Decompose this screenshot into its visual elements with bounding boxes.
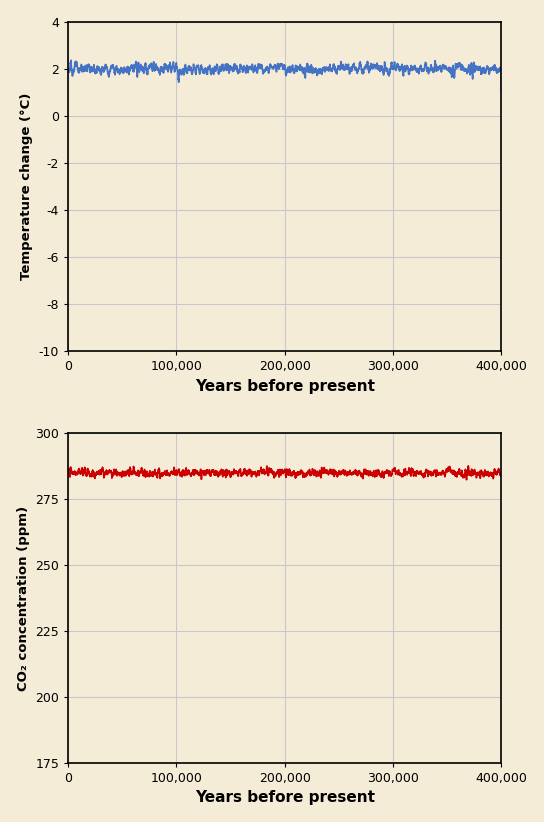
X-axis label: Years before present: Years before present (195, 379, 375, 394)
X-axis label: Years before present: Years before present (195, 790, 375, 806)
Y-axis label: CO₂ concentration (ppm): CO₂ concentration (ppm) (17, 506, 30, 690)
Y-axis label: Temperature change (°C): Temperature change (°C) (20, 93, 33, 280)
